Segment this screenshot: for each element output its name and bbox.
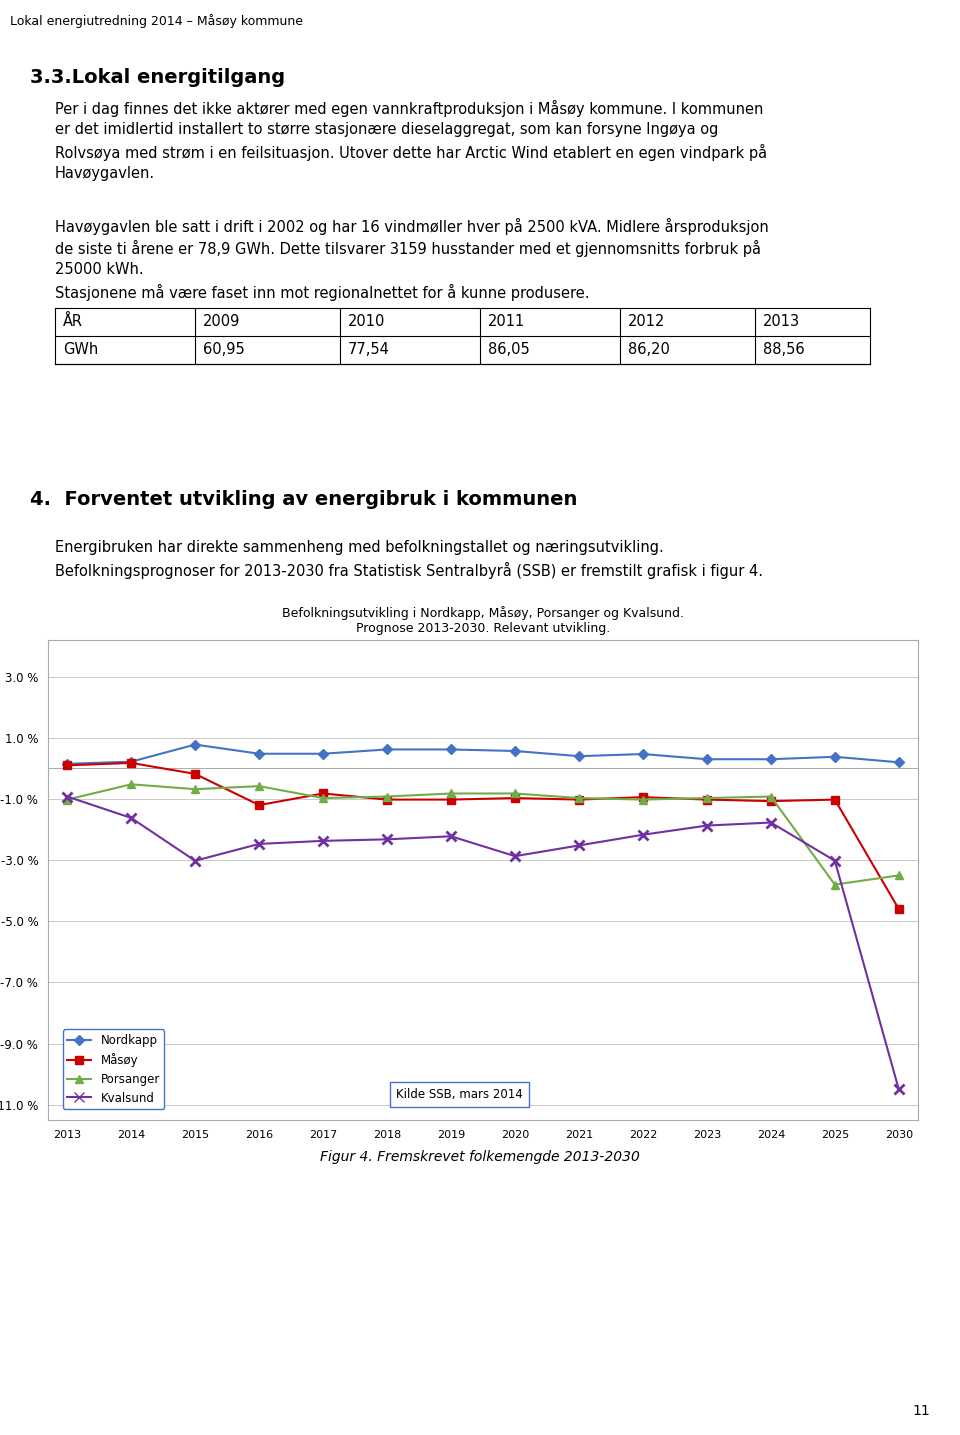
Text: Havøygavlen.: Havøygavlen. (55, 166, 156, 181)
Text: ÅR: ÅR (63, 314, 83, 329)
Text: 86,05: 86,05 (488, 342, 530, 357)
Text: Havøygavlen ble satt i drift i 2002 og har 16 vindmøller hver på 2500 kVA. Midle: Havøygavlen ble satt i drift i 2002 og h… (55, 218, 769, 235)
Text: 77,54: 77,54 (348, 342, 390, 357)
Text: GWh: GWh (63, 342, 98, 357)
Text: Energibruken har direkte sammenheng med befolkningstallet og næringsutvikling.: Energibruken har direkte sammenheng med … (55, 540, 663, 555)
Text: 3.3.Lokal energitilgang: 3.3.Lokal energitilgang (30, 67, 285, 88)
Text: Rolvsøya med strøm i en feilsituasjon. Utover dette har Arctic Wind etablert en : Rolvsøya med strøm i en feilsituasjon. U… (55, 144, 767, 161)
Text: de siste ti årene er 78,9 GWh. Dette tilsvarer 3159 husstander med et gjennomsni: de siste ti årene er 78,9 GWh. Dette til… (55, 240, 761, 257)
Text: er det imidlertid installert to større stasjonære dieselaggregat, som kan forsyn: er det imidlertid installert to større s… (55, 122, 718, 136)
Text: 2009: 2009 (203, 314, 240, 329)
Text: 2011: 2011 (488, 314, 525, 329)
Text: 86,20: 86,20 (628, 342, 670, 357)
Text: 11: 11 (912, 1403, 930, 1418)
Text: 60,95: 60,95 (203, 342, 245, 357)
Text: 2010: 2010 (348, 314, 385, 329)
Text: Kilde SSB, mars 2014: Kilde SSB, mars 2014 (396, 1088, 523, 1101)
Text: 2012: 2012 (628, 314, 665, 329)
Legend: Nordkapp, Måsøy, Porsanger, Kvalsund: Nordkapp, Måsøy, Porsanger, Kvalsund (62, 1029, 164, 1109)
Text: Befolkningsprognoser for 2013-2030 fra Statistisk Sentralbyrå (SSB) er fremstilt: Befolkningsprognoser for 2013-2030 fra S… (55, 563, 763, 578)
Title: Befolkningsutvikling i Nordkapp, Måsøy, Porsanger og Kvalsund.
Prognose 2013-203: Befolkningsutvikling i Nordkapp, Måsøy, … (282, 606, 684, 634)
Text: 25000 kWh.: 25000 kWh. (55, 263, 144, 277)
Text: Stasjonene må være faset inn mot regionalnettet for å kunne produsere.: Stasjonene må være faset inn mot regiona… (55, 284, 589, 301)
Text: 4.  Forventet utvikling av energibruk i kommunen: 4. Forventet utvikling av energibruk i k… (30, 489, 577, 509)
Text: 88,56: 88,56 (763, 342, 804, 357)
Text: Per i dag finnes det ikke aktører med egen vannkraftproduksjon i Måsøy kommune. : Per i dag finnes det ikke aktører med eg… (55, 100, 763, 118)
Text: Lokal energiutredning 2014 – Måsøy kommune: Lokal energiutredning 2014 – Måsøy kommu… (10, 14, 303, 27)
Text: Figur 4. Fremskrevet folkemengde 2013-2030: Figur 4. Fremskrevet folkemengde 2013-20… (320, 1149, 640, 1164)
Text: 2013: 2013 (763, 314, 800, 329)
